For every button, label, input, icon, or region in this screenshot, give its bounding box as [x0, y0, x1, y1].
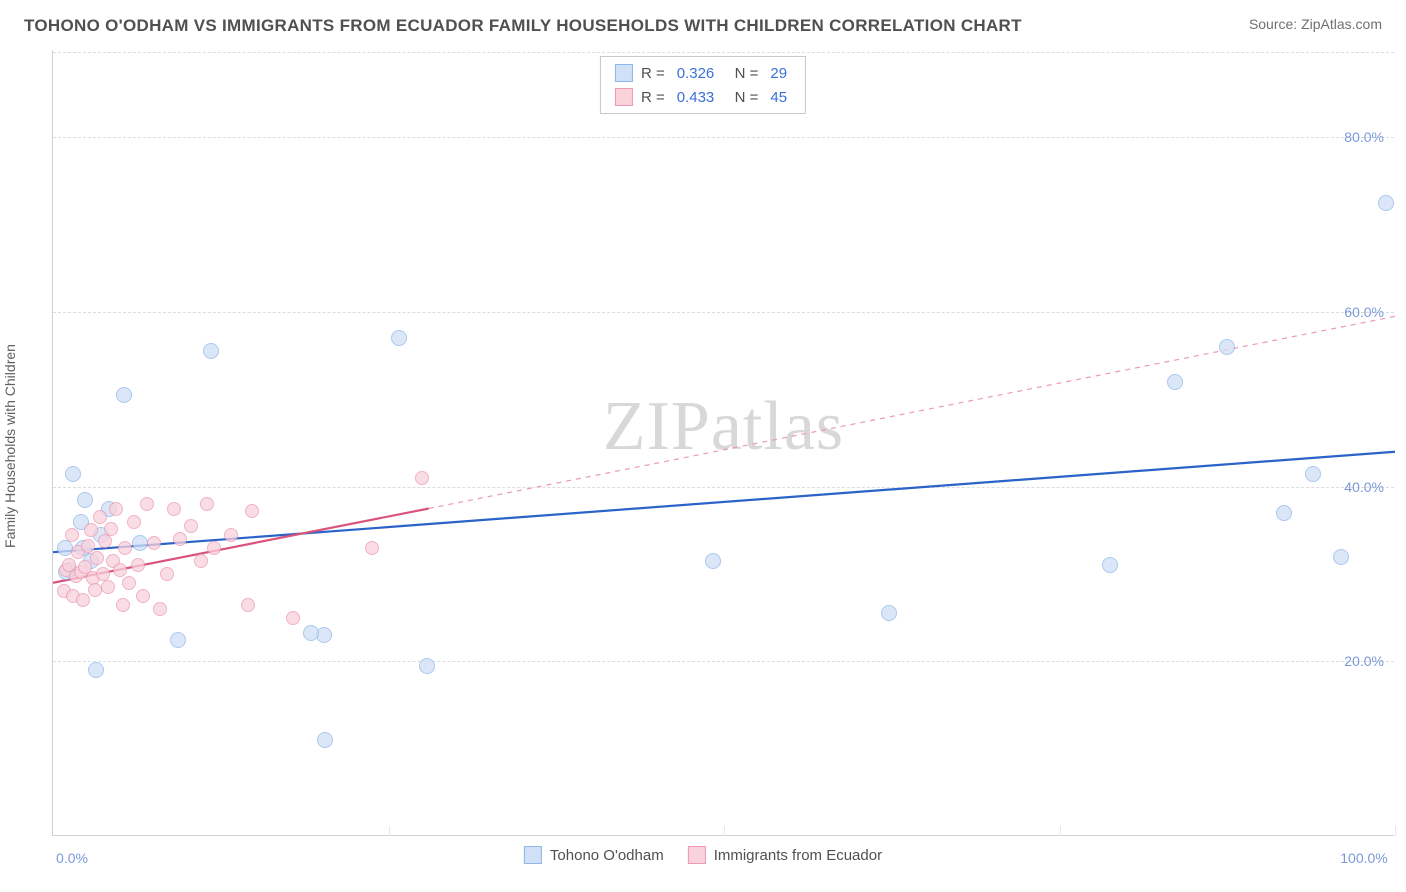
correlation-legend: R = 0.326 N = 29 R = 0.433 N = 45 — [600, 56, 806, 114]
scatter-point — [200, 497, 214, 511]
chart-title: TOHONO O'ODHAM VS IMMIGRANTS FROM ECUADO… — [24, 16, 1022, 36]
scatter-point — [245, 504, 259, 518]
scatter-point — [184, 519, 198, 533]
x-tick-label: 0.0% — [56, 850, 88, 866]
y-axis-label: Family Households with Children — [2, 344, 18, 548]
scatter-point — [203, 343, 219, 359]
legend-item: Tohono O'odham — [524, 846, 664, 864]
scatter-point — [207, 541, 221, 555]
scatter-point — [286, 611, 300, 625]
legend-swatch — [524, 846, 542, 864]
scatter-point — [415, 471, 429, 485]
scatter-point — [160, 567, 174, 581]
legend-swatch — [615, 88, 633, 106]
scatter-point — [365, 541, 379, 555]
scatter-point — [109, 502, 123, 516]
scatter-point — [1167, 374, 1183, 390]
legend-item: Immigrants from Ecuador — [688, 846, 882, 864]
scatter-point — [391, 330, 407, 346]
scatter-point — [1333, 549, 1349, 565]
scatter-points-layer — [53, 50, 1394, 835]
legend-swatch — [615, 64, 633, 82]
scatter-point — [147, 536, 161, 550]
legend-row: R = 0.433 N = 45 — [601, 85, 805, 109]
source-label: Source: ZipAtlas.com — [1249, 16, 1382, 32]
scatter-point — [705, 553, 721, 569]
scatter-point — [881, 605, 897, 621]
scatter-point — [118, 541, 132, 555]
scatter-point — [1219, 339, 1235, 355]
legend-row: R = 0.326 N = 29 — [601, 61, 805, 85]
scatter-point — [303, 625, 319, 641]
scatter-point — [116, 387, 132, 403]
scatter-point — [93, 510, 107, 524]
scatter-point — [116, 598, 130, 612]
legend-r-value: 0.326 — [677, 65, 715, 82]
scatter-point — [104, 522, 118, 536]
scatter-point — [96, 567, 110, 581]
legend-r-value: 0.433 — [677, 89, 715, 106]
legend-n-value: 29 — [770, 65, 787, 82]
legend-r-label: R = — [641, 65, 665, 82]
scatter-point — [173, 532, 187, 546]
scatter-point — [317, 732, 333, 748]
scatter-point — [90, 551, 104, 565]
scatter-point — [1102, 557, 1118, 573]
scatter-point — [241, 598, 255, 612]
x-tick-label: 100.0% — [1340, 850, 1387, 866]
scatter-point — [88, 662, 104, 678]
chart-container: TOHONO O'ODHAM VS IMMIGRANTS FROM ECUADO… — [0, 0, 1406, 892]
scatter-point — [131, 558, 145, 572]
scatter-point — [65, 466, 81, 482]
legend-label: Immigrants from Ecuador — [714, 847, 882, 864]
scatter-point — [122, 576, 136, 590]
scatter-point — [140, 497, 154, 511]
scatter-point — [136, 589, 150, 603]
legend-n-label: N = — [726, 89, 758, 106]
scatter-point — [98, 534, 112, 548]
scatter-point — [113, 563, 127, 577]
legend-n-value: 45 — [770, 89, 787, 106]
scatter-point — [65, 528, 79, 542]
legend-r-label: R = — [641, 89, 665, 106]
scatter-point — [419, 658, 435, 674]
legend-swatch — [688, 846, 706, 864]
scatter-point — [127, 515, 141, 529]
scatter-point — [316, 627, 332, 643]
scatter-point — [77, 492, 93, 508]
scatter-point — [84, 523, 98, 537]
scatter-point — [167, 502, 181, 516]
scatter-point — [81, 539, 95, 553]
scatter-point — [76, 593, 90, 607]
gridline-v — [1395, 826, 1396, 836]
scatter-point — [1378, 195, 1394, 211]
series-legend: Tohono O'odham Immigrants from Ecuador — [524, 846, 882, 864]
scatter-point — [88, 583, 102, 597]
scatter-point — [1305, 466, 1321, 482]
legend-n-label: N = — [726, 65, 758, 82]
scatter-point — [153, 602, 167, 616]
scatter-point — [224, 528, 238, 542]
scatter-point — [170, 632, 186, 648]
plot-area: ZIPatlas 20.0%40.0%60.0%80.0% — [52, 50, 1394, 836]
scatter-point — [101, 580, 115, 594]
scatter-point — [1276, 505, 1292, 521]
legend-label: Tohono O'odham — [550, 847, 664, 864]
scatter-point — [194, 554, 208, 568]
